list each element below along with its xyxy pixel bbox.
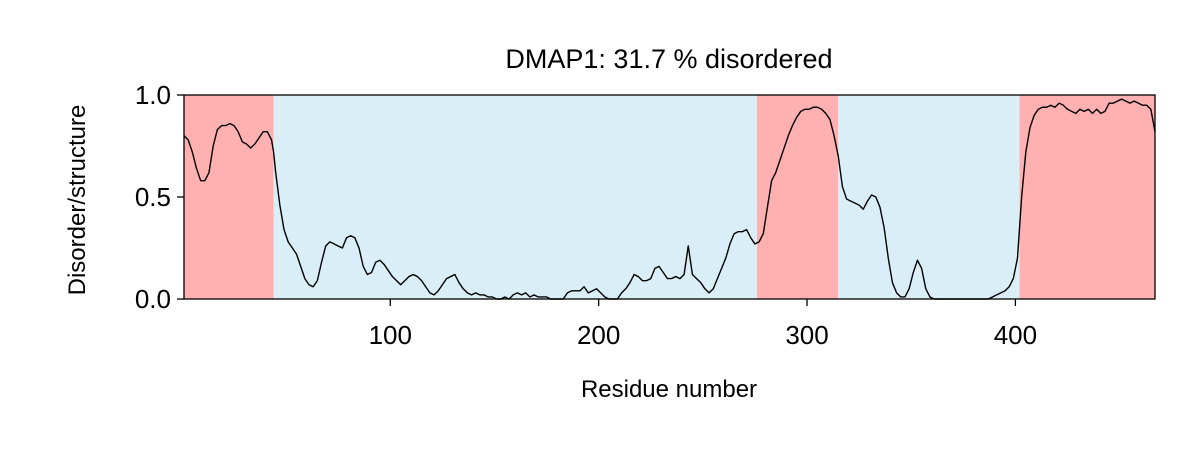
chart-title: DMAP1: 31.7 % disordered bbox=[505, 44, 832, 74]
disorder-series bbox=[183, 98, 1156, 300]
y-tick-label-2: 1.0 bbox=[135, 80, 171, 110]
y-tick-label-0: 0.0 bbox=[135, 284, 171, 314]
region-structured-1 bbox=[273, 95, 758, 299]
disorder-line-0 bbox=[183, 98, 1156, 300]
x-axis-label: Residue number bbox=[581, 376, 757, 403]
y-axis-ticks: 0.0 0.5 1.0 bbox=[135, 80, 184, 314]
region-disordered-4 bbox=[1019, 95, 1155, 299]
x-tick-label-100: 100 bbox=[369, 320, 412, 350]
y-axis-label: Disorder/structure bbox=[64, 105, 91, 296]
x-axis-ticks: 100 200 300 400 bbox=[369, 299, 1037, 350]
region-structured-3 bbox=[838, 95, 1020, 299]
region-bands bbox=[184, 95, 1155, 299]
region-disordered-2 bbox=[757, 95, 839, 299]
region-disordered-0 bbox=[184, 95, 274, 299]
x-tick-label-400: 400 bbox=[994, 320, 1037, 350]
y-tick-label-1: 0.5 bbox=[135, 182, 171, 212]
x-tick-label-300: 300 bbox=[785, 320, 828, 350]
x-tick-label-200: 200 bbox=[577, 320, 620, 350]
